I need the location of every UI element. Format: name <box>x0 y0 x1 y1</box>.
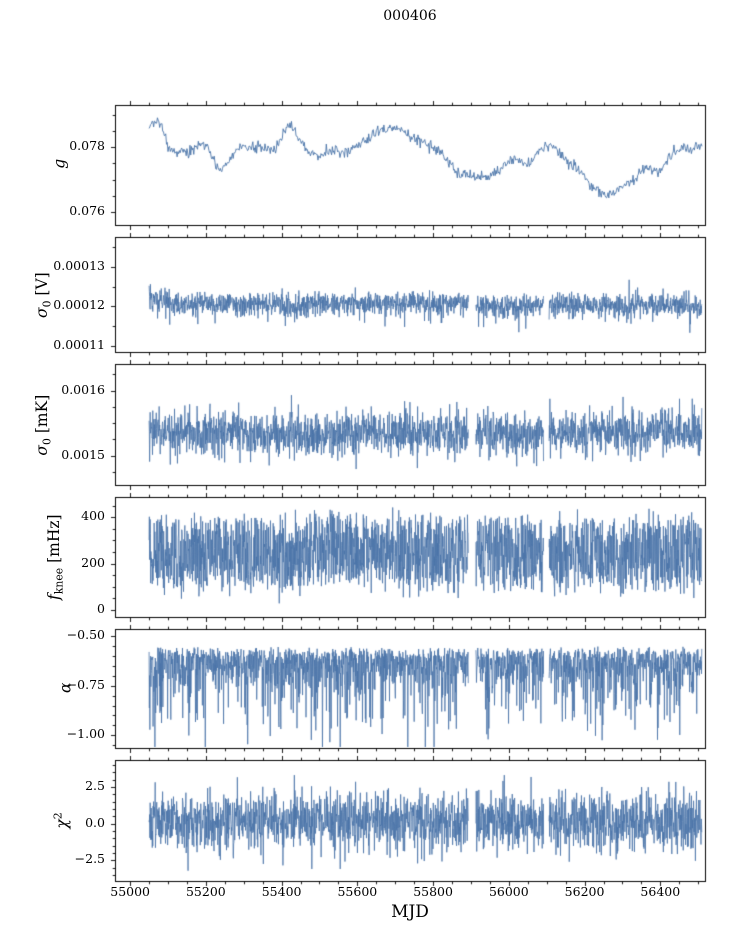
y-axis-label-part: g <box>50 158 69 169</box>
y-tick-label: 0.0016 <box>61 381 105 397</box>
y-axis-label-part: [V] <box>32 271 51 301</box>
y-tick-label: 0.00012 <box>53 297 105 313</box>
y-axis-label-part: [mK] <box>32 394 51 438</box>
figure-title: 000406 <box>383 8 437 24</box>
y-tick-label: −2.5 <box>74 851 105 867</box>
y-tick-label: −0.75 <box>66 676 105 692</box>
y-tick-label: 0 <box>97 601 105 617</box>
x-tick-label: 55400 <box>261 884 302 899</box>
x-tick-label: 55000 <box>110 884 151 899</box>
y-tick-label: 2.5 <box>85 778 105 794</box>
y-tick-label: −1.00 <box>66 726 105 742</box>
y-tick-label: 200 <box>81 554 105 570</box>
x-tick-label: 56000 <box>488 884 529 899</box>
x-tick-label: 55600 <box>337 884 378 899</box>
y-tick-label: 0.00013 <box>53 257 105 273</box>
x-tick-label: 56400 <box>640 884 681 899</box>
x-axis-title: MJD <box>391 902 429 922</box>
x-tick-label: 55200 <box>185 884 226 899</box>
y-tick-label: 0.076 <box>69 203 105 219</box>
y-tick-label: 0.0 <box>85 814 105 830</box>
x-tick-label: 55800 <box>413 884 453 899</box>
y-tick-label: 0.078 <box>69 138 105 154</box>
y-axis-label: g <box>50 54 69 274</box>
x-tick-label: 56200 <box>564 884 605 899</box>
y-tick-label: 0.00011 <box>53 337 105 353</box>
y-tick-label: 0.0015 <box>61 446 105 462</box>
y-tick-label: −0.50 <box>66 627 105 643</box>
y-axis-label-part: 0 <box>40 437 54 445</box>
y-tick-label: 400 <box>81 508 105 524</box>
